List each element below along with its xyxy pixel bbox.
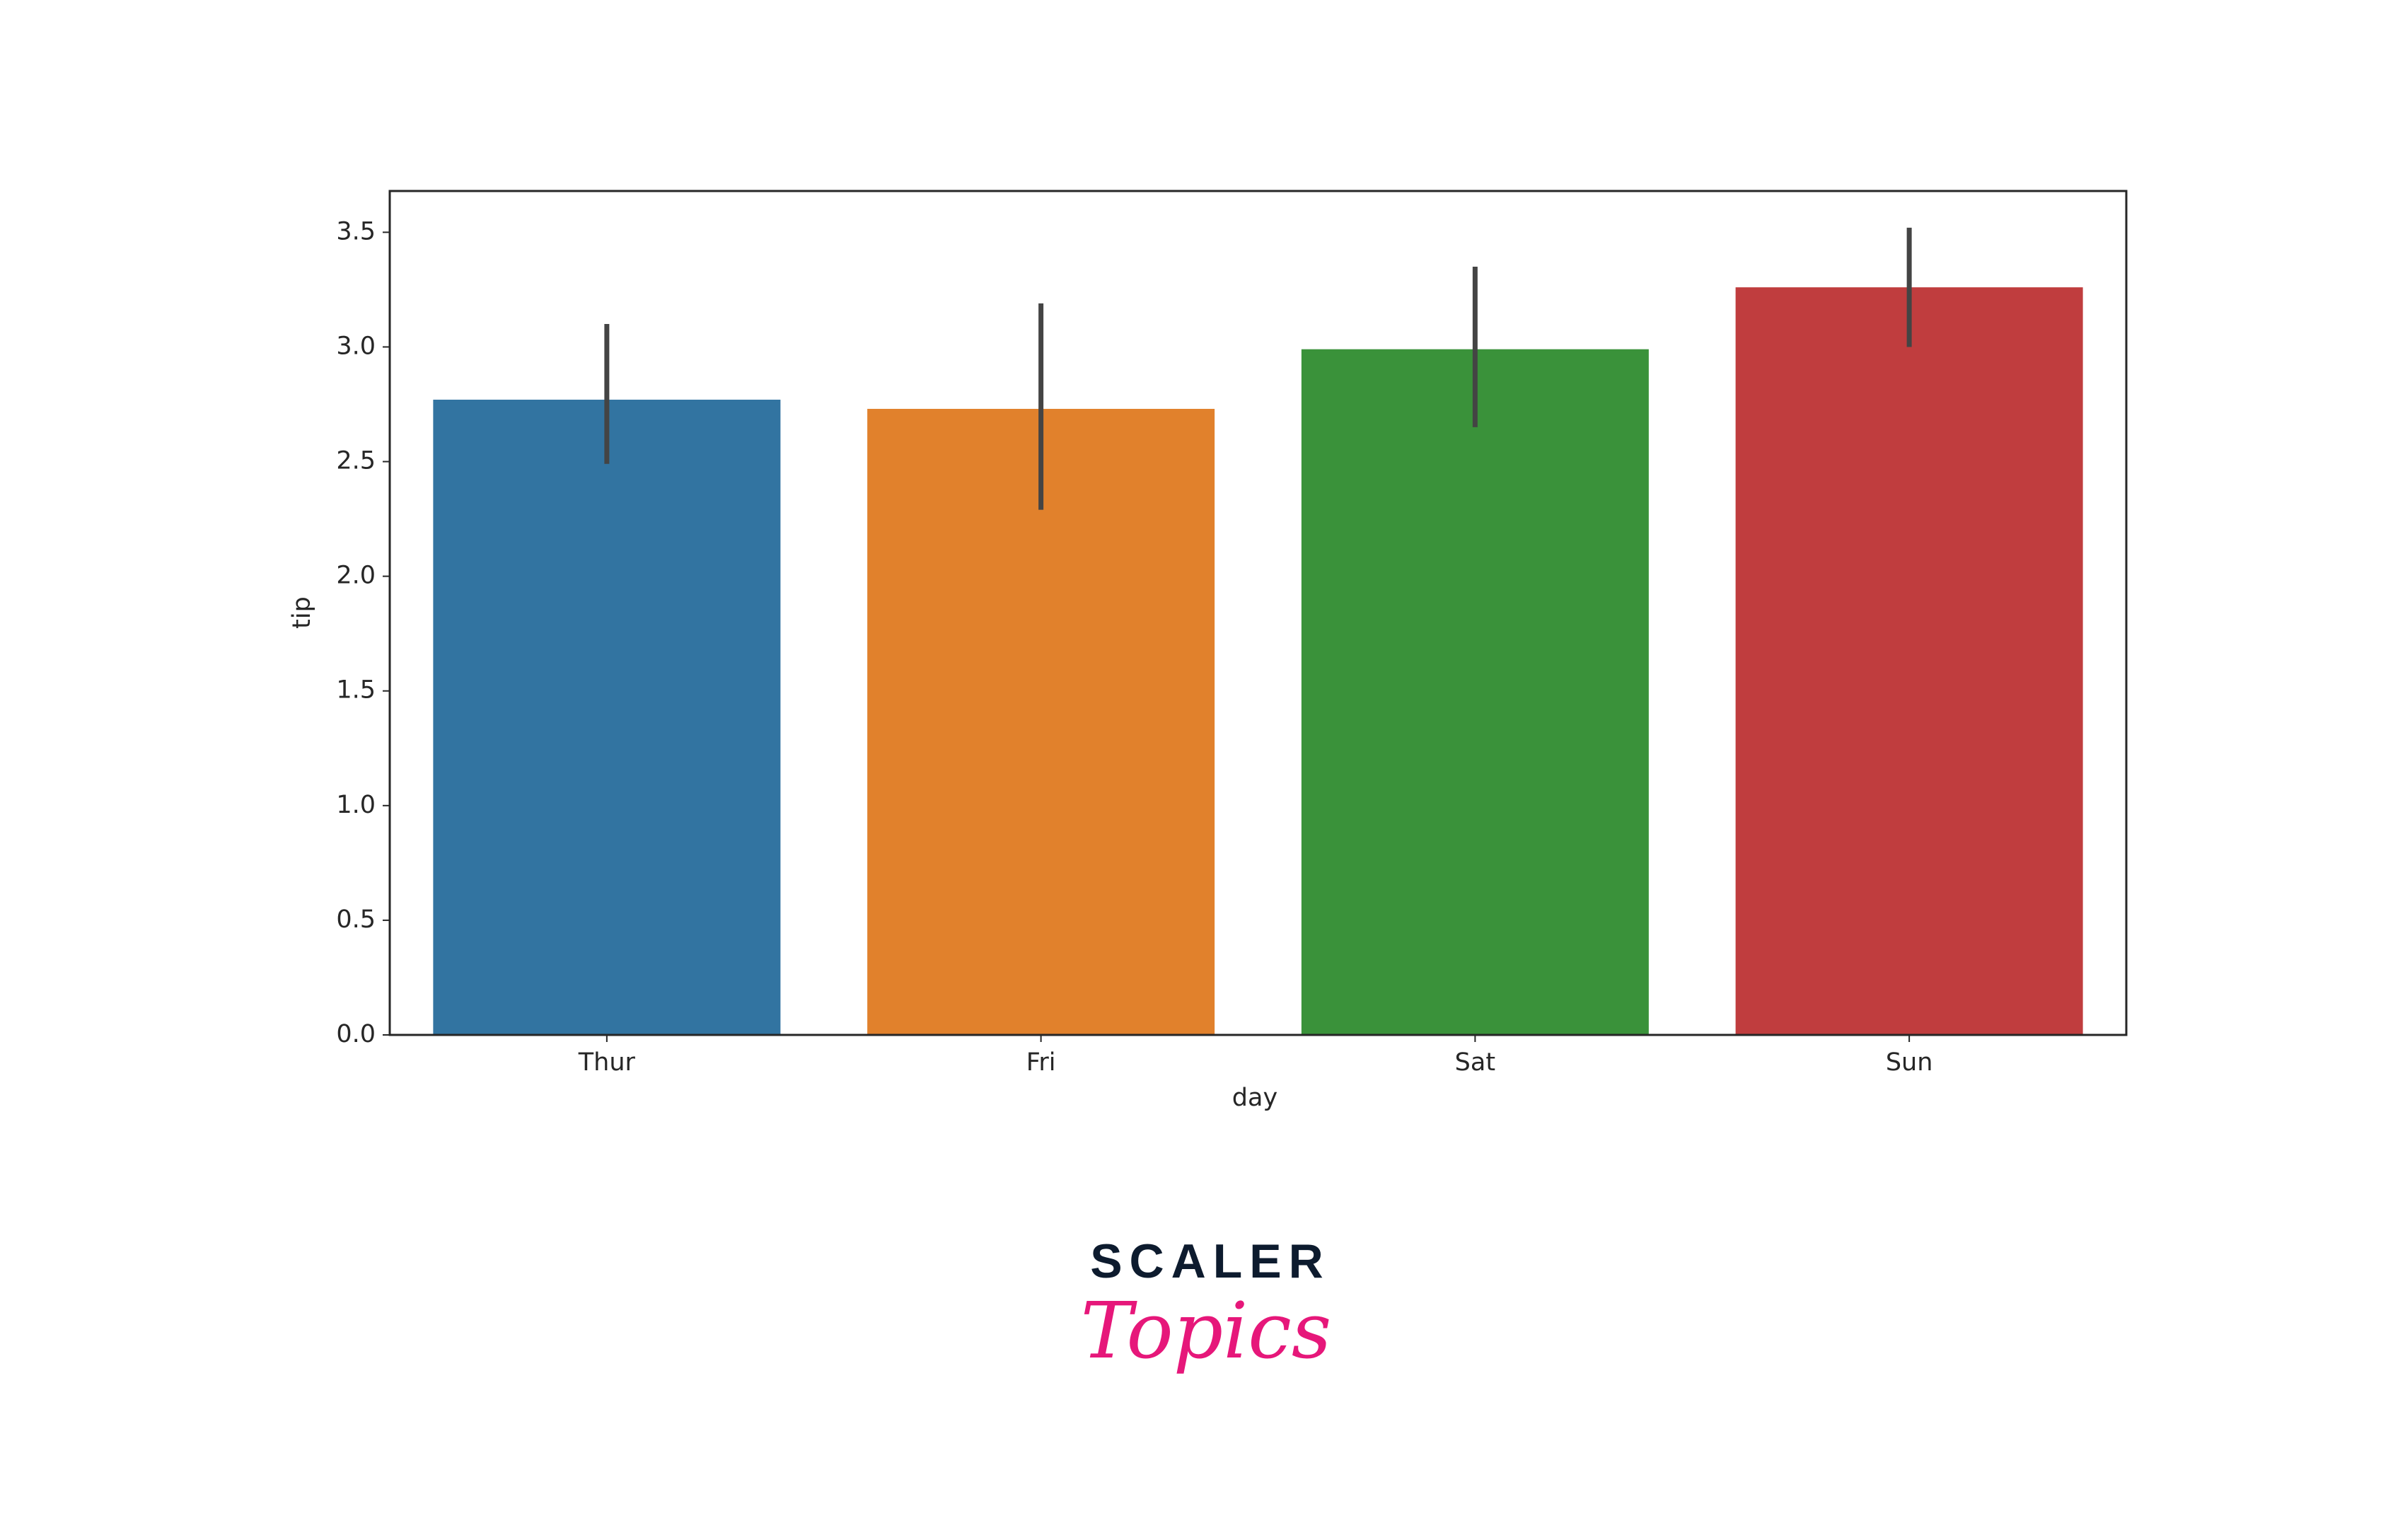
y-tick-label: 3.5 <box>336 217 376 245</box>
bar <box>1735 287 2083 1036</box>
x-tick-label: Thur <box>578 1048 636 1077</box>
bar <box>433 400 781 1035</box>
y-axis-label: tip <box>288 596 316 629</box>
logo-brand: SCALER <box>1090 1234 1331 1288</box>
y-tick-label: 2.0 <box>336 562 376 590</box>
y-tick-label: 0.5 <box>336 905 376 934</box>
logo-sub: Topics <box>1081 1285 1332 1376</box>
y-tick-label: 1.0 <box>336 791 376 819</box>
bar <box>867 408 1215 1035</box>
y-tick-label: 0.0 <box>336 1020 376 1048</box>
x-tick-label: Fri <box>1026 1048 1056 1077</box>
y-tick-label: 3.0 <box>336 332 376 360</box>
x-tick-label: Sun <box>1886 1048 1933 1077</box>
y-tick-label: 2.5 <box>336 447 376 475</box>
y-tick-label: 1.5 <box>336 676 376 705</box>
bar <box>1301 349 1649 1035</box>
x-axis-label: day <box>1232 1084 1277 1112</box>
x-tick-label: Sat <box>1455 1048 1495 1077</box>
plot-frame <box>388 190 2128 1036</box>
